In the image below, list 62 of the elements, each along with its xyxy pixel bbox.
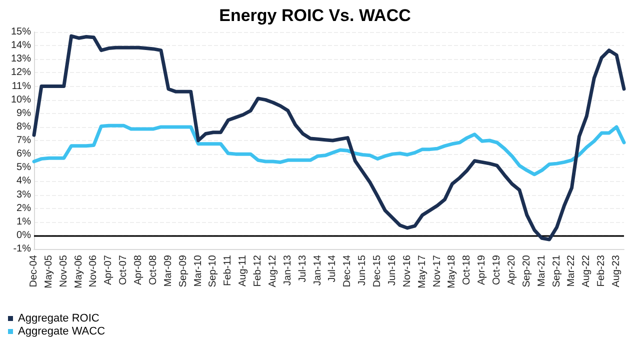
x-tick-label: Jul-14 xyxy=(327,254,338,282)
y-tick-label: 5% xyxy=(16,162,32,174)
x-tick-label: Nov-05 xyxy=(58,254,70,288)
x-tick-label: Sep-20 xyxy=(521,254,532,288)
line-series xyxy=(32,124,626,176)
x-tick-label: Oct-18 xyxy=(462,254,473,286)
x-tick-label: Aug-22 xyxy=(581,254,592,288)
x-tick-label: Oct-08 xyxy=(148,254,159,286)
x-tick-label: Jun-15 xyxy=(357,254,368,286)
line-series xyxy=(32,34,626,242)
x-tick-label: Aug-23 xyxy=(611,254,622,288)
x-tick-label: May-06 xyxy=(73,254,84,288)
x-tick-label: Jan-13 xyxy=(282,254,294,286)
x-tick-label: Oct-19 xyxy=(492,254,503,286)
x-tick-label: May-18 xyxy=(446,254,458,288)
x-tick-label: Feb-11 xyxy=(222,254,234,286)
y-tick-label: 12% xyxy=(10,67,32,78)
y-tick-label: 3% xyxy=(16,189,32,200)
x-tick-label: Feb-12 xyxy=(252,254,264,287)
x-tick-label: Apr-08 xyxy=(133,254,144,286)
x-tick-label: Jan-14 xyxy=(312,254,324,286)
x-tick-label: Sep-21 xyxy=(551,254,562,288)
x-tick-label: Aug-12 xyxy=(267,254,278,288)
x-tick-label: Mar-10 xyxy=(192,254,204,287)
x-tick-label: May-05 xyxy=(43,254,54,288)
legend-label: Aggregate WACC xyxy=(18,326,106,338)
x-tick-label: Dec-15 xyxy=(372,254,384,288)
y-tick-label: 15% xyxy=(10,26,32,38)
y-tick-label: 1% xyxy=(16,216,32,228)
y-tick-label: 11% xyxy=(12,80,32,92)
x-tick-label: Dec-04 xyxy=(28,254,40,288)
x-tick-label: Sep-09 xyxy=(178,254,189,288)
x-tick-label: Apr-07 xyxy=(103,254,114,286)
y-tick-label: 10% xyxy=(10,94,32,106)
y-tick-label: 2% xyxy=(16,202,32,214)
y-tick-label: 0% xyxy=(16,230,32,241)
y-tick-label: 6% xyxy=(16,148,32,160)
y-tick-label: 13% xyxy=(10,54,32,65)
x-tick-label: Nov-06 xyxy=(88,254,100,288)
x-tick-label: Oct-07 xyxy=(118,254,130,286)
x-tick-label: Nov-17 xyxy=(432,254,443,288)
y-tick-label: 8% xyxy=(16,121,32,132)
x-tick-label: Apr-20 xyxy=(506,254,518,286)
chart-title: Energy ROIC Vs. WACC xyxy=(219,6,411,25)
y-tick-label: 4% xyxy=(16,176,32,187)
x-tick-label: Sep-10 xyxy=(208,254,219,288)
x-tick-label: Aug-11 xyxy=(238,254,249,287)
x-tick-label: Mar-09 xyxy=(162,254,174,287)
y-tick-label: 7% xyxy=(16,135,32,146)
x-tick-label: Jul-13 xyxy=(297,254,308,282)
y-tick-label: 14% xyxy=(10,40,32,52)
x-tick-label: Jun-16 xyxy=(386,254,398,286)
x-tick-label: Dec-14 xyxy=(342,254,354,288)
y-tick-label: -1% xyxy=(13,244,32,254)
x-tick-label: Nov-16 xyxy=(402,254,413,288)
x-tick-label: Mar-21 xyxy=(536,254,548,287)
x-tick-label: May-17 xyxy=(416,254,428,288)
legend-label: Aggregate ROIC xyxy=(18,312,100,324)
y-tick-label: 9% xyxy=(16,108,32,119)
x-tick-label: Feb-23 xyxy=(596,254,608,287)
x-tick-label: Apr-19 xyxy=(476,254,488,286)
x-tick-label: Mar-22 xyxy=(566,254,578,287)
